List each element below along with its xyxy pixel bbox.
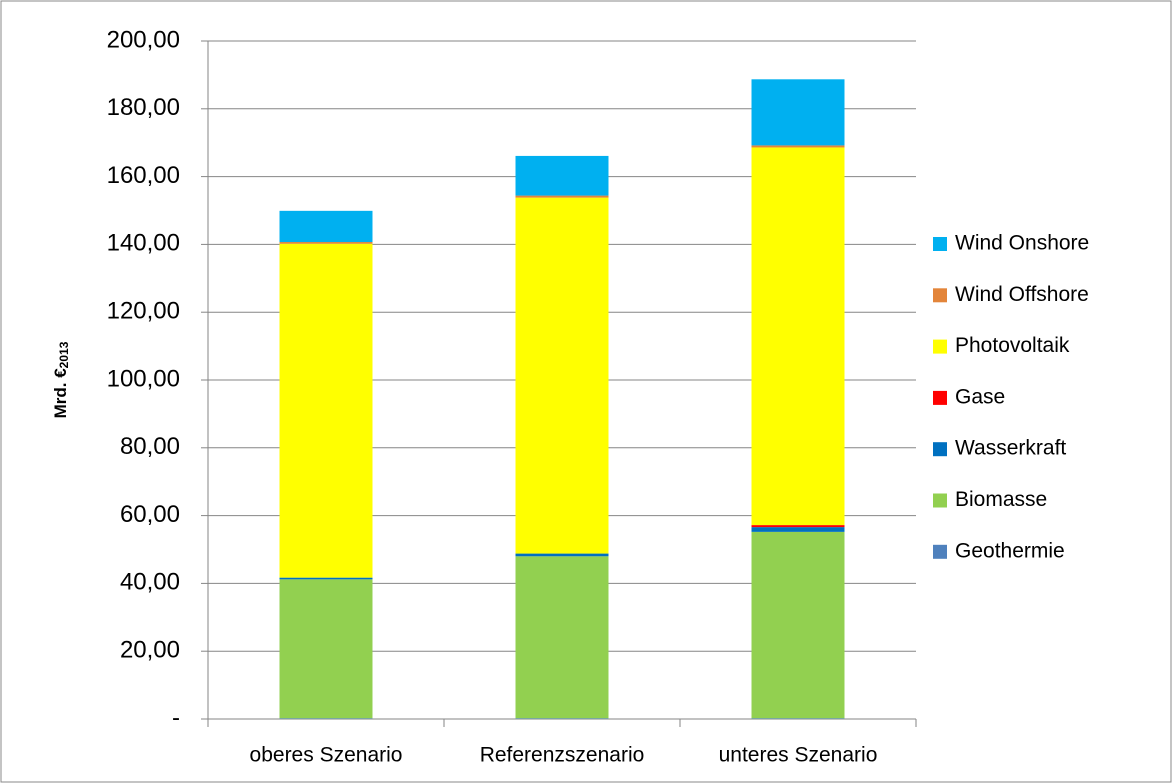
legend-swatch: [933, 442, 947, 457]
legend-swatch: [933, 288, 947, 303]
bar-segment: [279, 718, 373, 719]
x-tick-label: unteres Szenario: [719, 744, 878, 767]
bar-segment: [279, 243, 373, 578]
y-tick-label: -: [172, 704, 180, 731]
bar-segment: [515, 553, 609, 557]
legend-swatch: [933, 390, 947, 405]
legend-label: Wind Offshore: [955, 283, 1089, 306]
bar-segment: [515, 155, 609, 196]
legend-label: Gase: [955, 385, 1005, 408]
legend-label: Biomasse: [955, 488, 1047, 511]
bar-segment: [751, 147, 845, 526]
x-tick-label: Referenzszenario: [480, 744, 645, 767]
bar-segment: [515, 197, 609, 554]
bar-segment: [751, 531, 845, 719]
y-tick-label: 100,00: [107, 365, 180, 392]
y-tick-label: 20,00: [120, 637, 180, 664]
x-tick-label: oberes Szenario: [250, 744, 403, 767]
y-tick-label: 140,00: [107, 230, 180, 257]
y-tick-label: 120,00: [107, 298, 180, 325]
legend-swatch: [933, 493, 947, 508]
legend-swatch: [933, 544, 947, 559]
bar-segment: [279, 210, 373, 243]
bar-segment: [751, 145, 845, 148]
legend-swatch: [933, 237, 947, 251]
y-tick-label: 200,00: [107, 26, 180, 53]
bar-segment: [279, 242, 373, 244]
bar-segment: [751, 527, 845, 532]
y-tick-label: 80,00: [120, 433, 180, 460]
bar-segment: [515, 195, 609, 198]
legend-label: Geothermie: [955, 539, 1065, 562]
bar-segment: [515, 718, 609, 719]
legend-label: Wind Onshore: [955, 232, 1089, 255]
y-tick-label: 40,00: [120, 569, 180, 596]
bar-segment: [515, 556, 609, 719]
legend-label: Wasserkraft: [955, 437, 1066, 460]
bar-segment: [279, 577, 373, 580]
y-axis-label-sub: 2013: [57, 341, 71, 368]
bar-segment: [751, 525, 845, 528]
bar-segment: [279, 579, 373, 719]
bar-segment: [751, 718, 845, 719]
y-axis-label: Mrd. €2013: [51, 341, 71, 418]
y-axis-label-text: Mrd. €: [51, 368, 70, 419]
legend-label: Photovoltaik: [955, 334, 1070, 357]
y-tick-label: 180,00: [107, 94, 180, 121]
bar-segment: [751, 79, 845, 146]
legend-swatch: [933, 339, 947, 354]
y-tick-label: 60,00: [120, 501, 180, 528]
y-tick-label: 160,00: [107, 162, 180, 189]
